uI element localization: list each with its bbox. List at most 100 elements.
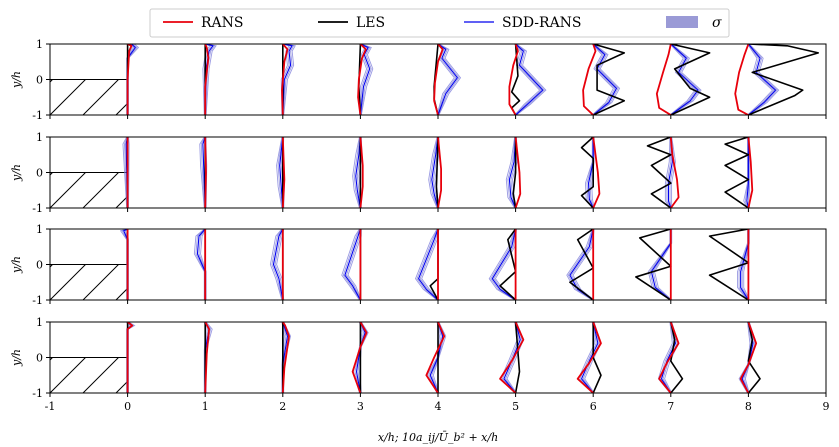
y-axis-label: y/h bbox=[10, 71, 23, 89]
rans-profile-x8 bbox=[734, 44, 750, 115]
sigma-band bbox=[419, 229, 439, 300]
hatch-line bbox=[182, 80, 218, 116]
sigma-band bbox=[359, 44, 369, 115]
sigma-band bbox=[748, 44, 778, 115]
rans-profile-x3 bbox=[351, 322, 368, 393]
sigma-band bbox=[749, 44, 780, 115]
hatch-line bbox=[115, 102, 128, 115]
sigma-band bbox=[200, 137, 206, 208]
y-tick-label: -1 bbox=[32, 109, 43, 122]
sigma-band bbox=[342, 229, 361, 300]
axis-labels: x/h; 10a_ij/Ū_b² + x/h bbox=[378, 431, 498, 444]
sigma-band bbox=[438, 44, 462, 115]
sigma-band bbox=[566, 229, 593, 300]
sdd-rans-profile-x5 bbox=[515, 44, 544, 115]
sigma-band bbox=[416, 229, 438, 300]
sigma-band bbox=[128, 322, 136, 393]
rans-profile-x3 bbox=[357, 44, 367, 115]
sigma-band bbox=[432, 322, 447, 393]
hatch-line bbox=[82, 172, 119, 208]
rans-profile-x0 bbox=[126, 44, 133, 115]
rans-profile-x7 bbox=[655, 44, 672, 115]
sigma-band bbox=[507, 137, 516, 208]
sigma-band bbox=[579, 322, 597, 393]
y-tick-label: 1 bbox=[36, 38, 43, 51]
les-profile-x7 bbox=[670, 44, 711, 115]
y-tick-label: 1 bbox=[36, 131, 43, 144]
sigma-band bbox=[341, 229, 360, 300]
sigma-band bbox=[593, 44, 619, 115]
step-hatch bbox=[50, 172, 218, 209]
sdd-rans-profile-x4 bbox=[437, 44, 458, 115]
rans-profile-x7 bbox=[669, 137, 680, 208]
sigma-band bbox=[438, 44, 460, 115]
hatch-line bbox=[149, 173, 185, 209]
y-axis-label: y/h bbox=[10, 256, 23, 274]
rans-profile-x4 bbox=[425, 322, 446, 393]
sdd-rans-profile-x2 bbox=[272, 229, 284, 300]
sigma-band bbox=[276, 137, 283, 208]
sdd-rans-profile-x5 bbox=[491, 229, 517, 300]
rans-profile-x1 bbox=[204, 44, 210, 115]
les-profile-x8 bbox=[708, 229, 750, 300]
sigma-band bbox=[591, 44, 614, 115]
sigma-band bbox=[743, 229, 750, 300]
profiles bbox=[126, 44, 820, 115]
panel-a_yy: -1 0 1 y/h bbox=[10, 131, 827, 215]
x-tick-label: 2 bbox=[279, 400, 286, 413]
sdd-rans-profile-x2 bbox=[282, 44, 293, 115]
x-tick-label: 3 bbox=[357, 400, 364, 413]
sdd-rans-profile-x6 bbox=[581, 322, 599, 393]
sigma-band bbox=[360, 44, 374, 115]
rans-profile-x8 bbox=[739, 322, 758, 393]
sigma-band bbox=[737, 229, 748, 300]
hatch-line bbox=[82, 357, 119, 393]
hatch-line bbox=[115, 287, 128, 300]
sigma-band bbox=[124, 137, 128, 208]
hatch-line bbox=[149, 80, 185, 116]
sigma-band bbox=[670, 44, 701, 115]
x-tick-label: 6 bbox=[590, 400, 597, 413]
sigma-band bbox=[360, 44, 372, 115]
sigma-band bbox=[516, 44, 547, 115]
hatch-line bbox=[149, 265, 185, 301]
legend-frame bbox=[149, 8, 730, 38]
sigma-band bbox=[128, 44, 140, 115]
sigma-band bbox=[515, 44, 545, 115]
hatch-line bbox=[82, 264, 119, 300]
step-block bbox=[50, 79, 218, 116]
rans-profile-x6 bbox=[582, 44, 597, 115]
sigma-band bbox=[128, 137, 130, 208]
legend-label: LES bbox=[356, 15, 385, 31]
hatch-line bbox=[115, 380, 128, 393]
sigma-band bbox=[437, 44, 457, 115]
sdd-rans-profile-x3 bbox=[355, 137, 361, 208]
sdd-rans-profile-x8 bbox=[747, 44, 777, 115]
les-profile-x8 bbox=[724, 137, 750, 208]
sdd-rans-profile-x6 bbox=[587, 137, 594, 208]
y-tick-label: 0 bbox=[36, 352, 43, 365]
les-profile-x6 bbox=[580, 137, 594, 208]
x-tick-label: 9 bbox=[823, 400, 830, 413]
hatch-line bbox=[50, 357, 86, 393]
rans-profile-x6 bbox=[576, 322, 602, 393]
hatch-line bbox=[182, 173, 218, 209]
x-tick-label: 4 bbox=[435, 400, 442, 413]
x-axis-label: x/h; 10a_ij/Ū_b² + x/h bbox=[378, 431, 498, 444]
sigma-band bbox=[488, 229, 516, 300]
sigma-band bbox=[193, 229, 205, 300]
sdd-rans-profile-x3 bbox=[344, 229, 361, 300]
y-tick-label: 0 bbox=[36, 74, 43, 87]
sigma-band bbox=[414, 229, 438, 300]
axes-frame bbox=[49, 43, 827, 116]
les-profile-x4 bbox=[435, 137, 439, 208]
rans-profile-x3 bbox=[359, 137, 364, 208]
hatch-line bbox=[182, 358, 218, 394]
sdd-rans-profile-x7 bbox=[670, 44, 699, 115]
sigma-band bbox=[429, 137, 438, 208]
rans-profile-x1 bbox=[204, 137, 207, 208]
sigma-band bbox=[747, 44, 774, 115]
sdd-rans-profile-x8 bbox=[746, 137, 749, 208]
sigma-band bbox=[747, 44, 775, 115]
